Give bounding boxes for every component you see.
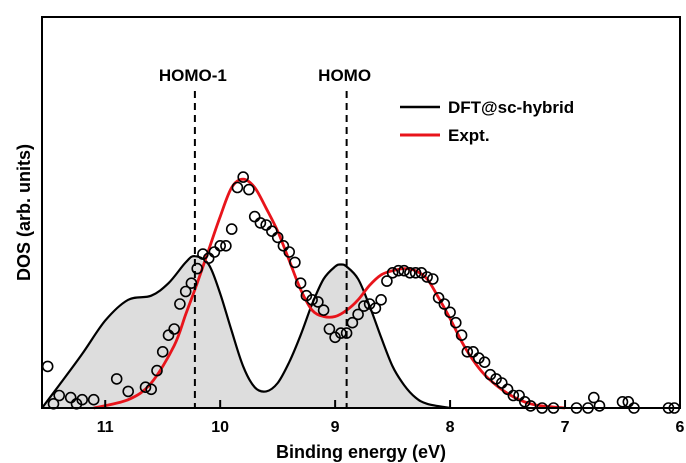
expt-point [266, 225, 278, 237]
expt-point [524, 400, 537, 412]
expt-point [472, 352, 485, 364]
expt-point [461, 345, 474, 358]
legend: DFT@sc-hybrid Expt. [400, 98, 574, 145]
expt-point [386, 266, 399, 279]
expt-point [254, 217, 267, 229]
expt-point [495, 377, 508, 389]
expt-point [64, 391, 77, 404]
expt-point [306, 293, 318, 306]
x-tick-label: 9 [331, 419, 340, 436]
dft-fill-layer [42, 256, 451, 408]
expt-point [197, 248, 209, 260]
expt-point [438, 298, 451, 310]
expt-point [381, 275, 393, 287]
expt-point [243, 183, 255, 196]
expt-point [513, 389, 525, 402]
expt-point [277, 240, 290, 252]
dft-area-fill [42, 256, 451, 408]
expt-point [455, 329, 468, 342]
expt-point [168, 323, 180, 335]
expt-point [225, 223, 238, 235]
expt-point [358, 300, 370, 312]
expt-point [145, 383, 157, 396]
plot-frame [41, 16, 681, 409]
expt-point [317, 304, 330, 317]
expt-point [110, 373, 123, 385]
expt-point [432, 291, 445, 304]
expt-point [616, 395, 629, 408]
expt-point [237, 171, 249, 183]
expt-point [174, 298, 186, 310]
expt-point [151, 364, 163, 377]
legend-label-1: DFT@sc-hybrid [448, 98, 574, 117]
expt-point [122, 385, 134, 398]
expt-point [139, 381, 152, 394]
x-tick-label: 11 [97, 419, 114, 436]
x-tick-label: 6 [676, 419, 685, 436]
expt-point [340, 327, 353, 339]
expt-point [214, 240, 226, 252]
expt-point [231, 181, 244, 194]
expt-point [87, 393, 100, 406]
expt-point [289, 256, 301, 269]
expt-point [260, 219, 273, 231]
expt-point [518, 395, 531, 408]
expt-point [501, 383, 514, 396]
expt-point [421, 271, 433, 283]
annotation-label-2: HOMO [318, 66, 371, 85]
expt-point [369, 302, 382, 315]
x-tick-label: 8 [446, 419, 455, 436]
expt-point [191, 262, 203, 275]
expt-point [375, 293, 387, 306]
expt-point [449, 316, 462, 329]
expt-point [202, 252, 215, 265]
expt-point [208, 246, 221, 258]
expt-point [220, 240, 232, 252]
annotation-layer: HOMO-1 HOMO [159, 66, 371, 408]
annotation-label-1: HOMO-1 [159, 66, 227, 85]
expt-point [323, 323, 336, 335]
x-tick-label: 7 [561, 419, 570, 436]
expt-point [162, 329, 175, 342]
expt-point [248, 210, 261, 223]
expt-point [53, 389, 66, 402]
expt-point [312, 296, 324, 308]
expt-point [352, 308, 364, 321]
expt-point [478, 356, 491, 369]
expt-point [271, 231, 284, 244]
expt-point [398, 264, 410, 277]
expt-point [587, 391, 600, 404]
dft-series-line [41, 255, 451, 410]
expt-point [593, 400, 606, 412]
expt-point [283, 246, 296, 258]
expt-point [444, 306, 456, 319]
expt-point [41, 360, 54, 373]
expt-point [294, 277, 307, 290]
experiment-points-layer [41, 171, 681, 414]
x-tick-layer: 11 10 9 8 7 6 [97, 400, 685, 436]
x-axis-label: Binding energy (eV) [276, 442, 446, 462]
expt-point [179, 285, 192, 298]
expt-point [622, 395, 635, 408]
expt-point [507, 389, 520, 402]
expt-point [409, 266, 422, 279]
expt-point [426, 273, 439, 285]
expt-point [392, 264, 405, 277]
expt-point [156, 345, 169, 358]
expt-point [404, 266, 416, 279]
expt-point [467, 345, 479, 358]
x-tick-label: 10 [211, 419, 229, 436]
y-axis-label: DOS (arb. units) [14, 144, 34, 281]
expt-point [185, 277, 198, 290]
expt-point [76, 393, 88, 406]
legend-label-2: Expt. [448, 126, 490, 145]
